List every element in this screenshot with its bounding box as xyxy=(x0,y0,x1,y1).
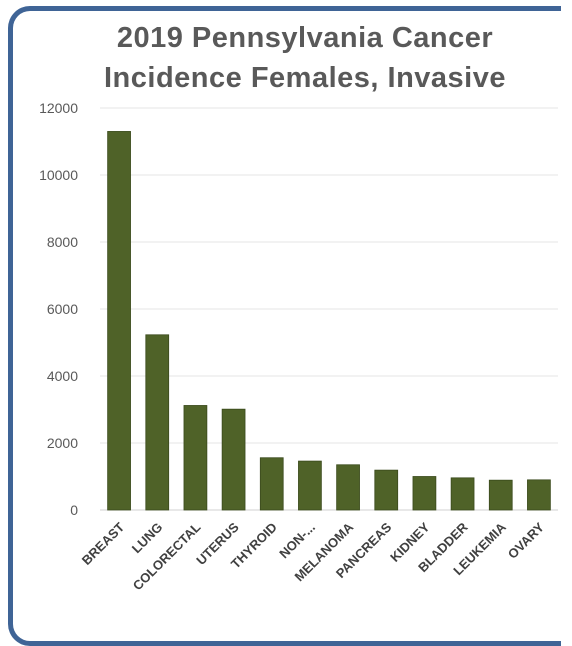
chart-frame xyxy=(8,6,561,646)
x-tick-label: BREAST xyxy=(79,519,127,567)
x-axis: BREAST LUNGCOLORECTALUTERUSTHYROIDNON-...… xyxy=(79,519,547,593)
bars xyxy=(107,131,551,511)
y-tick-label: 4000 xyxy=(47,368,78,384)
y-tick-label: 0 xyxy=(70,502,78,518)
bar-colorectal xyxy=(183,405,208,511)
bar-uterus xyxy=(221,408,246,511)
y-tick-label: 8000 xyxy=(47,234,78,250)
bar-kidney xyxy=(412,476,437,511)
bar-melanoma xyxy=(336,464,360,511)
bar-bladder xyxy=(450,477,475,511)
bar-ovary xyxy=(527,479,551,511)
chart-title: 2019 Pennsylvania Cancer Incidence Femal… xyxy=(40,18,570,98)
chart-title-line2: Incidence Females, Invasive xyxy=(104,62,506,94)
x-tick-label: COLORECTAL xyxy=(130,519,204,593)
bar-breast xyxy=(107,131,131,511)
y-tick-label: 6000 xyxy=(47,301,78,317)
bar-pancreas xyxy=(374,469,399,511)
bar-lung xyxy=(145,334,170,511)
bar-thyroid xyxy=(259,457,284,511)
chart-title-line1: 2019 Pennsylvania Cancer xyxy=(116,22,494,54)
bar-leukemia xyxy=(488,479,513,511)
x-tick-label: LUNG xyxy=(129,520,166,557)
gridlines xyxy=(100,107,558,511)
y-axis: 0 2000 4000 6000 8000 10000 12000 xyxy=(39,100,78,518)
y-tick-label: 12000 xyxy=(39,100,78,116)
y-tick-label: 10000 xyxy=(39,167,78,183)
x-tick-label: OVARY xyxy=(505,519,548,562)
y-tick-label: 2000 xyxy=(47,435,78,451)
bar-non xyxy=(298,460,322,511)
